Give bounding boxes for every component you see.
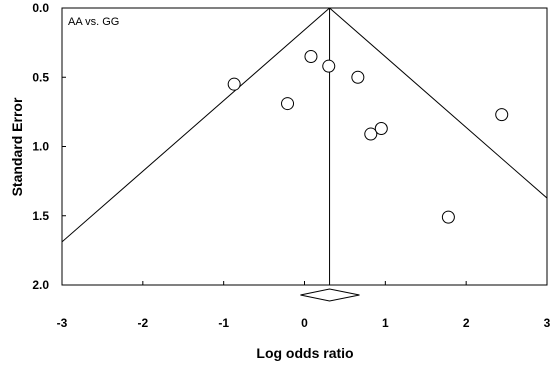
x-tick-label: -3 — [57, 316, 68, 330]
x-tick-label: 2 — [463, 316, 470, 330]
summary-diamond — [300, 288, 360, 302]
x-tick-label: 3 — [544, 316, 551, 330]
x-tick-label: 1 — [382, 316, 389, 330]
study-point — [351, 70, 365, 84]
study-point — [374, 121, 388, 135]
plot-frame — [61, 7, 548, 286]
y-tick-label: 0.0 — [32, 1, 49, 15]
study-point — [281, 97, 295, 111]
x-axis-title: Log odds ratio — [256, 345, 353, 361]
y-tick-label: 1.0 — [32, 140, 49, 154]
chart-annotation: AA vs. GG — [68, 16, 119, 28]
summary-diamond-group — [300, 288, 360, 302]
funnel-right-limit — [329, 8, 547, 199]
y-tick-label: 1.5 — [32, 209, 49, 223]
study-point — [304, 49, 318, 63]
funnel-lines — [62, 8, 547, 285]
x-tick-label: -2 — [137, 316, 148, 330]
study-point — [227, 77, 241, 91]
study-point — [441, 210, 455, 224]
funnel-left-limit — [62, 8, 330, 243]
axis-ticks: -3 -2 -1 0 1 2 3 0.0 0.5 1.0 1.5 2.0 — [32, 1, 550, 330]
study-point — [364, 127, 378, 141]
study-point — [322, 59, 336, 73]
y-tick-label: 2.0 — [32, 278, 49, 292]
y-tick-label: 0.5 — [32, 70, 49, 84]
study-point — [495, 108, 509, 122]
x-tick-label: -1 — [218, 316, 229, 330]
y-axis-title: Standard Error — [9, 97, 25, 196]
x-tick-label: 0 — [301, 316, 308, 330]
data-points — [227, 49, 509, 224]
